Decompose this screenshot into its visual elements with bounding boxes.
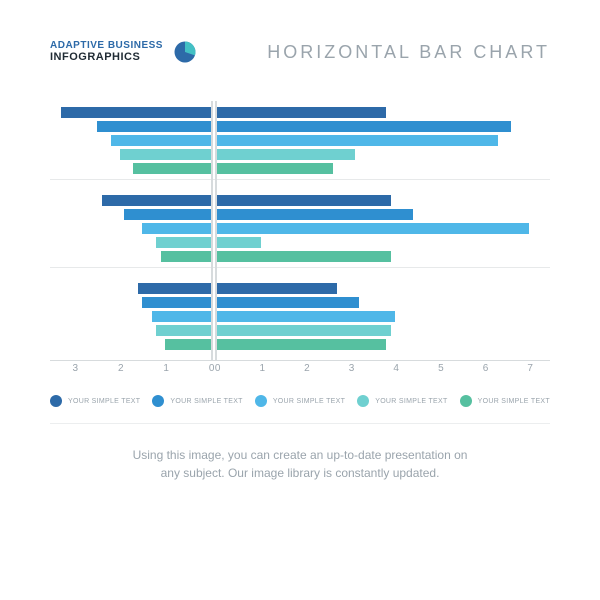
legend-label: YOUR SIMPLE TEXT: [170, 398, 242, 405]
legend-item: YOUR SIMPLE TEXT: [460, 395, 550, 407]
pie-chart-icon: [173, 40, 197, 64]
legend-dot-icon: [50, 395, 62, 407]
bar-left: [152, 311, 211, 322]
tick-label: 0: [215, 363, 221, 374]
brand-line1: ADAPTIVE BUSINESS: [50, 40, 163, 51]
bar-left: [133, 163, 210, 174]
tick-label: 2: [304, 363, 310, 374]
tick-label: 4: [393, 363, 399, 374]
bar-left: [102, 195, 211, 206]
bar-right: [217, 195, 391, 206]
bar-left: [165, 339, 210, 350]
tick-label: 7: [527, 363, 533, 374]
bar-right: [217, 223, 530, 234]
tick-label: 5: [438, 363, 444, 374]
bar-right: [217, 311, 396, 322]
bar-right: [217, 325, 391, 336]
legend-item: YOUR SIMPLE TEXT: [50, 395, 140, 407]
bar-right: [217, 209, 413, 220]
bar-right: [217, 251, 391, 262]
footer-text: Using this image, you can create an up-t…: [50, 446, 550, 482]
bar-left: [161, 251, 211, 262]
bar-left: [142, 223, 210, 234]
bar-left: [61, 107, 211, 118]
bar-left: [138, 283, 211, 294]
tick-label: 3: [349, 363, 355, 374]
bar-right: [217, 107, 387, 118]
legend-label: YOUR SIMPLE TEXT: [375, 398, 447, 405]
bar-left: [120, 149, 211, 160]
legend-label: YOUR SIMPLE TEXT: [478, 398, 550, 405]
legend-item: YOUR SIMPLE TEXT: [152, 395, 242, 407]
tick-label: 6: [483, 363, 489, 374]
footer-line2: any subject. Our image library is consta…: [50, 464, 550, 482]
tick-label: 3: [72, 363, 78, 374]
tick-label: 0: [209, 363, 215, 374]
bar-left: [156, 325, 211, 336]
bar-right: [217, 135, 498, 146]
bar-right: [217, 297, 360, 308]
header: ADAPTIVE BUSINESS INFOGRAPHICS HORIZONTA…: [0, 0, 600, 84]
legend-dot-icon: [255, 395, 267, 407]
brand-block: ADAPTIVE BUSINESS INFOGRAPHICS: [50, 40, 197, 64]
bar-right: [217, 121, 512, 132]
legend-dot-icon: [152, 395, 164, 407]
bar-left: [124, 209, 210, 220]
tick-label: 1: [163, 363, 169, 374]
bar-chart: 3 2 1 00 1 2 3 4 5 6 7: [50, 99, 550, 389]
legend-dot-icon: [357, 395, 369, 407]
bar-right: [217, 237, 262, 248]
bar-right: [217, 163, 333, 174]
bar-left: [97, 121, 211, 132]
footer-line1: Using this image, you can create an up-t…: [50, 446, 550, 464]
brand-line2: INFOGRAPHICS: [50, 51, 163, 63]
legend: YOUR SIMPLE TEXT YOUR SIMPLE TEXT YOUR SIM…: [50, 395, 550, 424]
bar-left: [142, 297, 210, 308]
legend-item: YOUR SIMPLE TEXT: [255, 395, 345, 407]
bar-right: [217, 149, 355, 160]
legend-item: YOUR SIMPLE TEXT: [357, 395, 447, 407]
axis-ticks: 3 2 1 00 1 2 3 4 5 6 7: [50, 363, 550, 377]
bar-right: [217, 283, 338, 294]
bar-right: [217, 339, 387, 350]
tick-label: 2: [118, 363, 124, 374]
legend-dot-icon: [460, 395, 472, 407]
bar-left: [111, 135, 211, 146]
chart-title: HORIZONTAL BAR CHART: [197, 42, 550, 63]
bar-left: [156, 237, 211, 248]
legend-label: YOUR SIMPLE TEXT: [68, 398, 140, 405]
x-axis: [50, 360, 550, 361]
tick-label: 1: [259, 363, 265, 374]
legend-label: YOUR SIMPLE TEXT: [273, 398, 345, 405]
